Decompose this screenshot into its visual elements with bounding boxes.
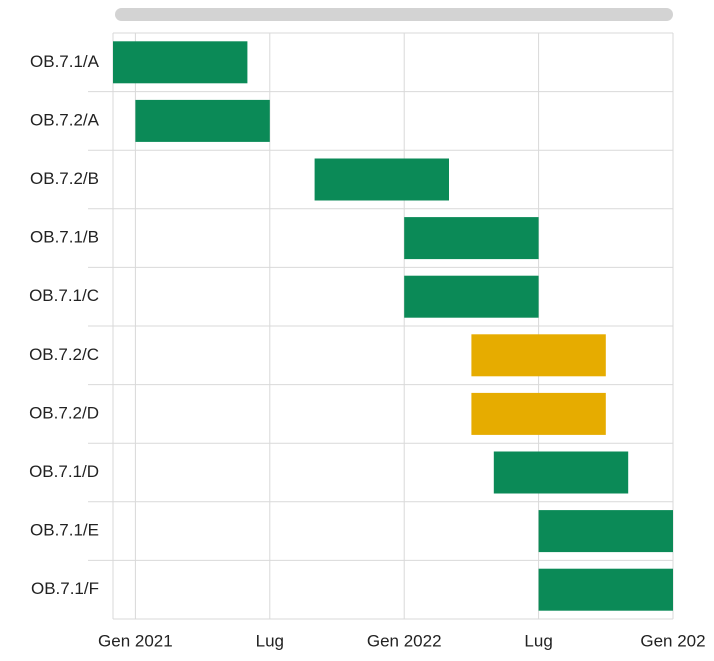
x-tick-label: Lug [256,631,284,650]
task-label: OB.7.2/A [30,110,100,129]
task-bar [404,217,539,260]
task-bar [538,510,673,553]
task-bar [493,451,629,494]
task-bar [404,275,539,318]
task-bar [538,568,673,611]
task-label: OB.7.1/D [29,462,99,481]
task-bar [471,334,606,377]
task-label: OB.7.1/F [31,579,99,598]
task-bar [135,99,270,142]
scrollbar[interactable] [115,8,673,21]
x-tick-label: Gen 2021 [98,631,173,650]
task-label: OB.7.2/D [29,403,99,422]
task-label: OB.7.1/B [30,228,99,247]
task-bar [314,158,449,201]
task-label: OB.7.1/C [29,286,99,305]
x-tick-label: Gen 2022 [367,631,442,650]
task-label: OB.7.2/B [30,169,99,188]
task-bar [471,392,606,435]
task-label: OB.7.1/E [30,521,99,540]
x-tick-label: Lug [524,631,552,650]
task-label: OB.7.2/C [29,345,99,364]
x-tick-label: Gen 202 [640,631,705,650]
task-label: OB.7.1/A [30,52,100,71]
task-bar [113,41,248,84]
